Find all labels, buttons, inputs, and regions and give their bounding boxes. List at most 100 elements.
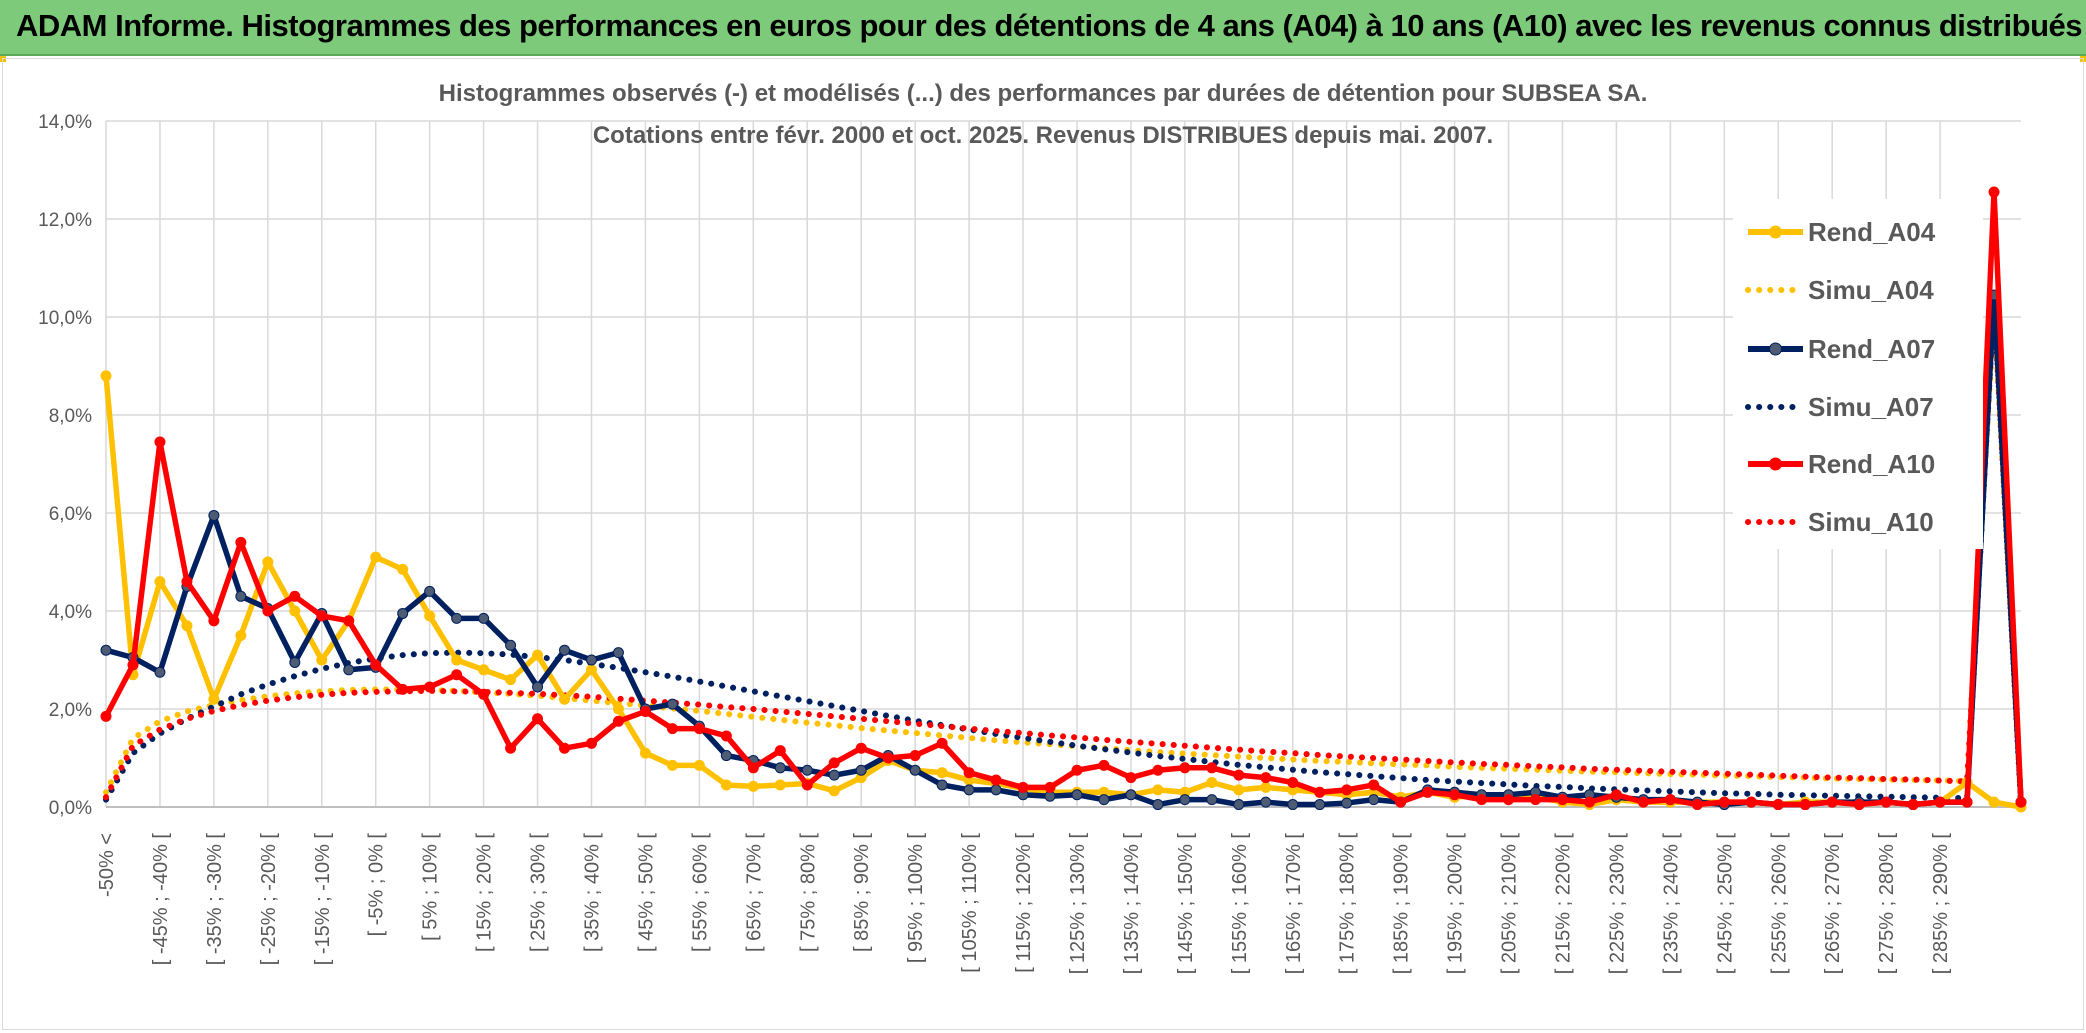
data-point — [505, 639, 517, 651]
data-point — [289, 656, 301, 668]
data-point — [1961, 796, 1973, 808]
x-tick-label: [ 245% ; 250% [ — [1714, 833, 1736, 975]
data-point — [990, 784, 1002, 796]
data-point — [1368, 779, 1380, 791]
legend-marker — [1769, 342, 1782, 356]
legend-label: Rend_A10 — [1808, 449, 1935, 479]
data-point — [451, 669, 463, 681]
data-point — [1449, 789, 1461, 801]
data-point — [720, 750, 732, 762]
y-tick-label: 10,0% — [38, 308, 92, 329]
x-tick-label: [ 275% ; 280% [ — [1876, 833, 1898, 975]
data-point — [343, 664, 355, 676]
data-point — [235, 630, 247, 641]
data-point — [774, 762, 786, 774]
series-line-simu-a10 — [103, 302, 2024, 806]
x-tick-label: [ 105% ; 110% [ — [959, 833, 981, 973]
data-point — [1988, 186, 2000, 198]
legend-background — [1733, 199, 1983, 549]
x-tick-label: [ 285% ; 290% [ — [1930, 833, 1952, 975]
legend: Rend_A04 Simu_A04 Rend_A07 Simu_A07 Rend_A10… — [1733, 199, 1983, 549]
data-point — [1287, 777, 1299, 788]
data-point — [855, 764, 867, 776]
x-tick-label: [ 125% ; 130% [ — [1067, 833, 1089, 975]
data-point — [1233, 784, 1245, 796]
data-point — [262, 605, 274, 617]
data-point — [559, 644, 571, 656]
legend-marker — [1769, 457, 1782, 471]
legend-marker — [1769, 225, 1782, 239]
data-point — [909, 764, 921, 776]
data-point — [1395, 796, 1407, 808]
x-tick-label: [ 145% ; 150% [ — [1175, 833, 1197, 975]
data-point — [1853, 799, 1865, 811]
x-tick-label: [ 95% ; 100% [ — [905, 833, 927, 964]
x-tick-label: [ 175% ; 180% [ — [1337, 833, 1359, 975]
data-point — [1664, 794, 1676, 806]
data-point — [1556, 794, 1568, 806]
data-point — [100, 644, 112, 656]
x-tick-label: [ 15% ; 20% [ — [474, 833, 496, 952]
data-point — [235, 536, 247, 548]
y-tick-label: 14,0% — [38, 112, 92, 133]
data-point — [693, 759, 705, 771]
data-point — [1044, 781, 1056, 793]
x-tick-label: [ -15% ; -10% [ — [312, 833, 334, 966]
x-tick-label: [ 5% ; 10% [ — [420, 833, 442, 941]
data-point — [585, 654, 597, 666]
data-point — [451, 654, 463, 666]
series-simu-a10 — [103, 302, 2024, 806]
data-point — [855, 742, 867, 754]
data-point — [370, 551, 382, 563]
data-point — [1125, 789, 1137, 801]
data-point — [693, 723, 705, 735]
data-point — [1098, 759, 1110, 771]
x-tick-label: [ -25% ; -20% [ — [258, 833, 280, 966]
x-tick-label: [ 255% ; 260% [ — [1768, 833, 1790, 975]
data-point — [1530, 794, 1542, 806]
data-point — [181, 620, 193, 632]
data-point — [316, 654, 328, 666]
data-point — [1314, 786, 1326, 798]
data-point — [909, 750, 921, 762]
data-point — [1260, 772, 1272, 784]
data-point — [154, 666, 166, 678]
data-point — [478, 612, 490, 624]
x-tick-label: [ 85% ; 90% [ — [851, 833, 873, 952]
data-point — [963, 784, 975, 796]
data-point — [505, 742, 517, 754]
series-rend-a10 — [100, 186, 2027, 811]
legend-item-simu-a04: Simu_A04 — [1745, 275, 1934, 305]
legend-label: Simu_A04 — [1808, 275, 1934, 305]
data-point — [1880, 796, 1892, 808]
x-tick-label: [ 115% ; 120% [ — [1013, 833, 1035, 973]
data-point — [1098, 794, 1110, 806]
data-point — [424, 585, 436, 597]
data-point — [424, 681, 436, 693]
banner-title: ADAM Informe. Histogrammes des performan… — [16, 8, 2083, 43]
data-point — [936, 779, 948, 791]
x-tick-label: [ 155% ; 160% [ — [1229, 833, 1251, 975]
x-tick-label: [ 55% ; 60% [ — [689, 833, 711, 952]
x-tick-label: [ 215% ; 220% [ — [1552, 833, 1574, 975]
data-point — [1071, 764, 1083, 776]
data-point — [1691, 799, 1703, 811]
legend-label: Simu_A07 — [1808, 392, 1934, 422]
axis-layer: 0,0% 2,0% 4,0% 6,0% 8,0% 10,0% 12,0% 14,0% -50% … — [38, 112, 2021, 974]
data-point — [936, 737, 948, 749]
x-tick-label: [ 185% ; 190% [ — [1391, 833, 1413, 975]
x-tick-label: [ 265% ; 270% [ — [1822, 833, 1844, 975]
corner-marker-left — [0, 56, 6, 62]
data-point — [1152, 799, 1164, 811]
data-point — [1934, 796, 1946, 808]
series-line-simu-a07 — [103, 297, 2024, 808]
chart-subtitle: Cotations entre févr. 2000 et oct. 2025.… — [593, 122, 1493, 149]
x-tick-label: [ 235% ; 240% [ — [1660, 833, 1682, 975]
legend-item-simu-a07: Simu_A07 — [1745, 392, 1934, 422]
data-point — [100, 370, 112, 382]
data-point — [801, 779, 813, 791]
data-point — [397, 563, 409, 575]
x-tick-label: [ 135% ; 140% [ — [1121, 833, 1143, 975]
data-point — [828, 785, 840, 797]
data-point — [1799, 799, 1811, 811]
